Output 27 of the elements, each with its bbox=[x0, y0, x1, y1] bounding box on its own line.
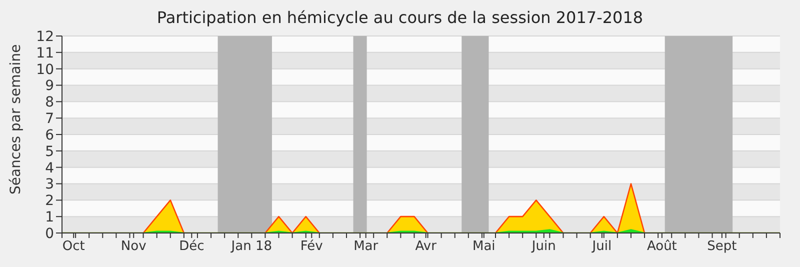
y-tick-label: 5 bbox=[45, 144, 54, 160]
x-tick-label: Oct bbox=[62, 239, 85, 254]
y-tick-label: 1 bbox=[45, 210, 54, 226]
y-tick-label: 2 bbox=[45, 193, 54, 210]
x-tick-label: Juin bbox=[530, 239, 556, 254]
x-tick-label: Mai bbox=[472, 239, 496, 254]
y-axis-title: Séances par semaine bbox=[8, 44, 24, 194]
y-tick-label: 6 bbox=[45, 127, 54, 144]
x-tick-label: Nov bbox=[120, 239, 147, 254]
x-tick-label: Sept bbox=[707, 239, 737, 254]
y-tick-label: 12 bbox=[36, 28, 54, 45]
x-tick-label: Fév bbox=[300, 239, 324, 254]
y-tick-label: 10 bbox=[36, 62, 54, 78]
x-tick-label: Mar bbox=[354, 239, 379, 254]
y-tick-label: 9 bbox=[45, 78, 54, 94]
y-tick-label: 11 bbox=[36, 45, 54, 62]
x-tick-label: Août bbox=[646, 239, 677, 254]
y-tick-label: 7 bbox=[45, 111, 54, 128]
y-tick-label: 3 bbox=[45, 176, 54, 193]
y-tick-label: 4 bbox=[45, 160, 54, 176]
y-tick-label: 8 bbox=[45, 94, 54, 111]
x-tick-label: Juil bbox=[591, 239, 612, 254]
x-tick-label: Déc bbox=[179, 239, 204, 254]
y-tick-label: 0 bbox=[45, 226, 54, 242]
chart-title: Participation en hémicycle au cours de la session 2017-2018 bbox=[156, 8, 644, 27]
x-tick-label: Jan 18 bbox=[230, 239, 272, 254]
x-tick-label: Avr bbox=[415, 239, 438, 254]
